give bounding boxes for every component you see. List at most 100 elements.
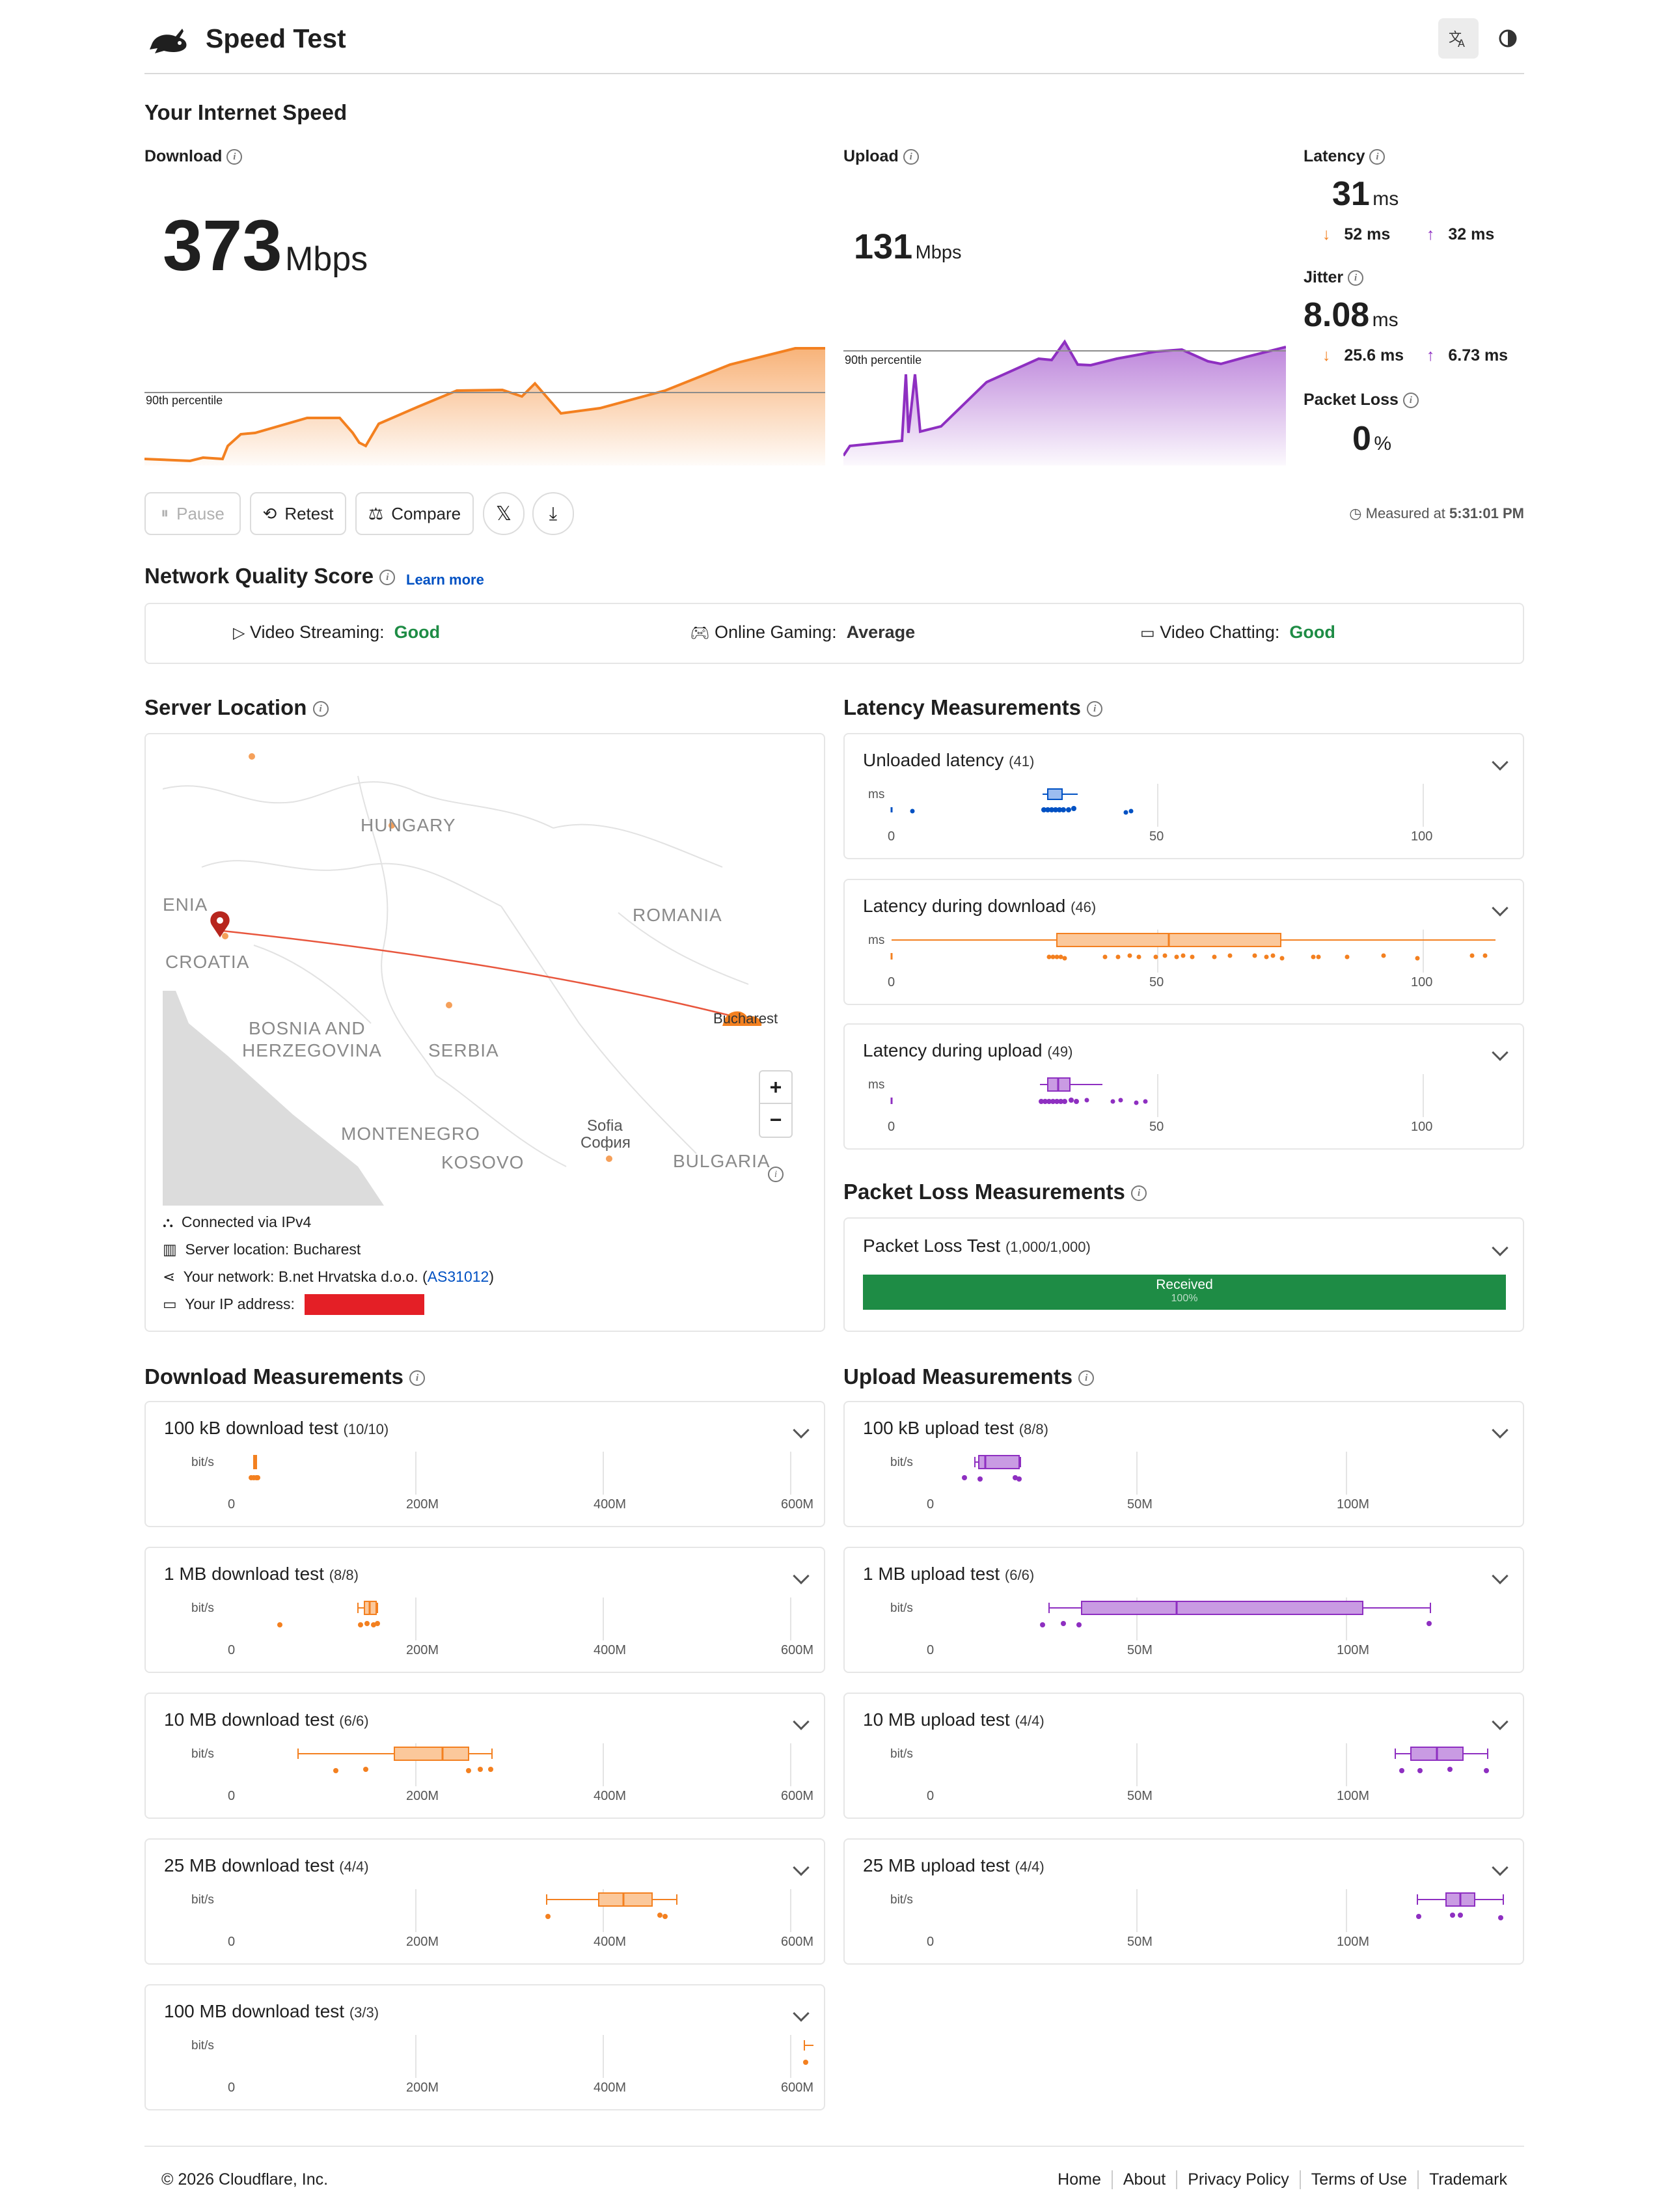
info-icon[interactable]: i (409, 1370, 426, 1387)
chevron-down-icon[interactable] (793, 1713, 810, 1730)
info-icon[interactable]: i (379, 570, 396, 586)
server-map[interactable] (163, 750, 810, 1206)
learn-more-link[interactable]: Learn more (406, 572, 484, 588)
chevron-down-icon[interactable] (1492, 1713, 1509, 1730)
chevron-down-icon[interactable] (1492, 1044, 1509, 1061)
unloaded-latency-card[interactable]: Unloaded latency (41) ms 0 50 100 (843, 733, 1524, 859)
tick-label: 0 (927, 1643, 935, 1657)
x-logo-icon: 𝕏 (495, 502, 512, 525)
share-x-button[interactable]: 𝕏 (483, 492, 525, 535)
upload-test-card[interactable]: 25 MB upload test (4/4) bit/s 0 50M 100M (843, 1838, 1524, 1965)
unit-label: ms (868, 1078, 885, 1092)
info-icon[interactable]: i (1348, 270, 1364, 286)
info-icon[interactable]: i (903, 149, 919, 165)
upload-test-title: 1 MB upload test (6/6) (863, 1564, 1035, 1584)
ip-address-row: ▭ Your IP address: (163, 1295, 295, 1312)
theme-toggle-button[interactable] (1488, 18, 1528, 59)
chevron-down-icon[interactable] (1492, 1422, 1509, 1439)
chevron-down-icon[interactable] (1492, 900, 1509, 917)
chevron-down-icon[interactable] (793, 1422, 810, 1439)
unloaded-latency-title: Unloaded latency (41) (863, 750, 1035, 770)
upload-latency-card[interactable]: Latency during upload (49) ms 0 50 100 (843, 1023, 1524, 1150)
upload-test-card[interactable]: 1 MB upload test (6/6) bit/s 0 50M 100M (843, 1547, 1524, 1673)
chevron-down-icon[interactable] (1492, 1859, 1509, 1876)
info-icon[interactable]: i (312, 701, 329, 717)
tick-label: 400M (594, 1789, 627, 1803)
tick-label: 100 (1411, 975, 1433, 989)
chevron-down-icon[interactable] (1492, 1239, 1509, 1256)
footer-link-terms[interactable]: Terms of Use (1301, 2170, 1419, 2189)
pause-button[interactable]: ⏸ Pause (144, 492, 241, 535)
tick-label: 50 (1149, 1120, 1164, 1134)
map-label-romania: ROMANIA (633, 905, 722, 925)
upload-measurements-title: Upload Measurements i (843, 1364, 1095, 1389)
packet-loss-measurements-title: Packet Loss Measurements i (843, 1180, 1147, 1204)
packet-loss-label: Packet Loss i (1304, 391, 1419, 409)
upload-boxplot (1040, 1601, 1432, 1627)
unit-label: bit/s (191, 2039, 214, 2053)
info-icon[interactable]: i (1402, 393, 1419, 409)
info-icon[interactable]: i (1087, 701, 1103, 717)
info-icon[interactable]: i (226, 149, 243, 165)
tick-label: 0 (888, 829, 895, 844)
download-test-card[interactable]: 100 kB download test (10/10) bit/s 0 200M… (144, 1401, 825, 1527)
zoom-out-button[interactable]: − (769, 1108, 782, 1131)
tick-label: 50M (1127, 1935, 1153, 1949)
chevron-down-icon[interactable] (1492, 754, 1509, 771)
footer-link-home[interactable]: Home (1047, 2170, 1113, 2189)
ip-address-redacted (305, 1294, 424, 1315)
map-attribution-button[interactable]: i (768, 1167, 784, 1182)
tick-label: 600M (781, 1497, 814, 1512)
chevron-down-icon[interactable] (793, 1568, 810, 1584)
download-test-card[interactable]: 10 MB download test (6/6) bit/s 0 200M 400… (144, 1693, 825, 1819)
tick-label: 50 (1149, 829, 1164, 844)
download-latency-card[interactable]: Latency during download (46) ms 0 50 100 (843, 879, 1524, 1005)
unit-label: ms (868, 788, 885, 801)
tick-label: 0 (888, 975, 895, 989)
map-label-kosovo: KOSOVO (441, 1152, 525, 1172)
network-row: ⋖ Your network: B.net Hrvatska d.o.o. (A… (163, 1268, 494, 1285)
zoom-in-button[interactable]: + (760, 1071, 791, 1104)
upload-test-card[interactable]: 10 MB upload test (4/4) bit/s 0 50M 100M (843, 1693, 1524, 1819)
tick-label: 0 (927, 1497, 935, 1512)
footer-link-privacy[interactable]: Privacy Policy (1177, 2170, 1301, 2189)
download-chart-area (144, 348, 825, 465)
footer-link-about[interactable]: About (1113, 2170, 1178, 2189)
jitter-value: 8.08 ms (1304, 296, 1399, 334)
unit-label: bit/s (890, 1747, 913, 1761)
compare-button[interactable]: ⚖ Compare (355, 492, 474, 535)
id-card-icon: ▭ (163, 1295, 177, 1312)
network-nodes-icon: ⛬ (163, 1213, 174, 1230)
download-results-button[interactable]: ⤓ (532, 492, 574, 535)
packet-loss-test-card[interactable]: Packet Loss Test (1,000/1,000) Received … (843, 1217, 1524, 1332)
info-icon[interactable]: i (1078, 1370, 1095, 1387)
online-gaming-score: 🎮︎ Online Gaming: Average (690, 622, 916, 642)
footer-link-trademark[interactable]: Trademark (1429, 2170, 1507, 2189)
download-test-card[interactable]: 100 MB download test (3/3) bit/s 0 200M 40… (144, 1984, 825, 2110)
download-test-title: 25 MB download test (4/4) (164, 1855, 369, 1875)
chevron-down-icon[interactable] (793, 1859, 810, 1876)
download-test-card[interactable]: 25 MB download test (4/4) bit/s 0 200M 400… (144, 1838, 825, 1965)
upload-boxplot (1416, 1892, 1504, 1920)
unit-label: bit/s (191, 1893, 214, 1907)
retest-button[interactable]: ⟲ Retest (250, 492, 346, 535)
info-icon[interactable]: i (1369, 149, 1386, 165)
map-label-sofia-cyrillic: София (580, 1134, 631, 1152)
chevron-down-icon[interactable] (793, 2005, 810, 2022)
chevron-down-icon[interactable] (1492, 1568, 1509, 1584)
download-chart: 90th percentile (144, 347, 825, 465)
gamepad-icon: 🎮︎ (690, 624, 710, 642)
tick-label: 600M (781, 1643, 814, 1657)
video-camera-icon: ▭ (1140, 624, 1155, 642)
as-number-link[interactable]: AS31012 (427, 1268, 489, 1285)
download-test-card[interactable]: 1 MB download test (8/8) bit/s 0 200M 400M… (144, 1547, 825, 1673)
download-measurements-title: Download Measurements i (144, 1364, 426, 1389)
tick-label: 400M (594, 2081, 627, 2095)
upload-test-card[interactable]: 100 kB upload test (8/8) bit/s 0 50M 100M (843, 1401, 1524, 1527)
received-label: Received (1156, 1277, 1213, 1292)
compare-icon: ⚖ (368, 503, 384, 523)
contrast-icon (1499, 29, 1517, 48)
upload-boxplot (1395, 1747, 1489, 1773)
info-icon[interactable]: i (1131, 1185, 1147, 1202)
